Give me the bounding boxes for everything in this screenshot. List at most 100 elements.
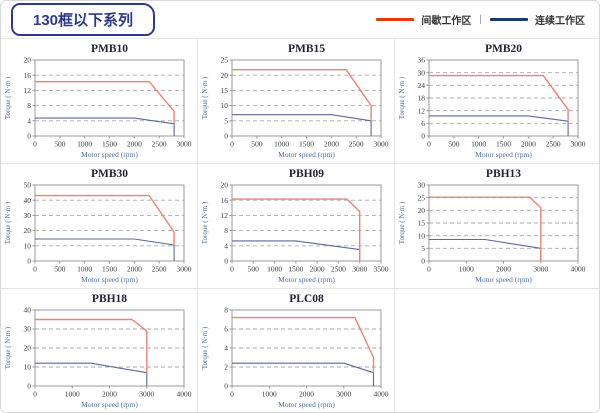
x-tick-label: 2500 [331,265,346,274]
plot-border [34,184,185,262]
x-tick-label: 0 [230,390,234,399]
y-tick-label: 30 [418,68,426,77]
y-tick-label: 30 [24,211,32,220]
y-tick-label: 16 [24,71,32,80]
x-tick-label: 4000 [571,265,586,274]
x-tick-label: 2500 [152,140,167,149]
legend-separator: | [479,14,482,25]
continuous-line-swatch [490,18,528,21]
x-tick-label: 2500 [546,140,561,149]
x-tick-label: 1500 [496,140,511,149]
x-tick-label: 1000 [77,140,92,149]
x-tick-label: 3000 [571,140,586,149]
x-axis-label: Motor speed (rpm) [81,150,138,159]
empty-cell [395,289,599,412]
chart-title: PBH13 [486,168,521,180]
continuous-work-zone-line [232,114,372,136]
y-tick-label: 10 [24,363,32,372]
y-tick-label: 20 [24,226,32,235]
y-tick-label: 2 [224,363,228,372]
intermittent-work-zone-line [35,318,148,373]
chart-pmb15: PMB15 0 5 10 15 20 25 0 500 1000 1500 2000 2500 3000 M… [201,43,389,159]
x-tick-label: 3000 [177,140,192,149]
x-tick-label: 3000 [533,265,548,274]
x-tick-label: 0 [427,265,431,274]
chart-title: PMB15 [288,43,325,55]
x-axis-label: Motor speed (rpm) [278,275,335,284]
x-tick-label: 0 [427,140,431,149]
x-tick-label: 2000 [102,390,117,399]
x-axis-label: Motor speed (rpm) [81,400,138,409]
plot-border [231,184,382,262]
intermittent-work-zone-line [35,81,175,124]
y-tick-label: 0 [27,257,31,266]
legend: 间歇工作区 | 连续工作区 [376,12,589,27]
x-tick-label: 1000 [77,265,92,274]
continuous-work-zone-line [232,240,361,261]
y-tick-label: 16 [221,196,229,205]
y-tick-label: 0 [224,382,228,391]
chart-cell-pmb10: PMB10 0 4 8 12 16 20 0 500 1000 1500 2000 2500 3000 Mo… [1,39,198,164]
y-tick-label: 5 [421,244,425,253]
x-tick-label: 3500 [374,265,389,274]
x-tick-label: 3000 [374,140,389,149]
x-tick-label: 0 [230,140,234,149]
y-tick-label: 18 [418,94,426,103]
page-title: 130框以下系列 [11,3,156,36]
x-axis-label: Motor speed (rpm) [278,400,335,409]
y-tick-label: 20 [221,181,229,190]
y-axis-label: Torque ( N·m ) [4,201,12,244]
y-tick-label: 25 [221,56,229,65]
y-tick-label: 0 [27,382,31,391]
chart-pbh18: PBH18 0 10 20 30 40 0 1000 2000 3000 4000 Motor spe… [4,293,192,409]
intermittent-work-zone-line [232,69,372,121]
continuous-work-zone-line [35,238,175,261]
x-tick-label: 4000 [177,390,192,399]
chart-title: PBH18 [92,293,127,305]
x-tick-label: 1000 [262,390,277,399]
y-tick-label: 20 [418,206,426,215]
chart-title: PLC08 [289,293,324,305]
x-tick-label: 1000 [471,140,486,149]
y-axis-label: Torque ( N·m ) [201,76,209,119]
chart-cell-pbh18: PBH18 0 10 20 30 40 0 1000 2000 3000 4000 Motor spe… [1,289,198,412]
y-tick-label: 12 [221,211,229,220]
continuous-work-zone-line [35,362,148,386]
y-axis-label: Torque ( N·m ) [201,201,209,244]
y-tick-label: 15 [221,86,229,95]
y-tick-label: 20 [221,71,229,80]
continuous-label: 连续工作区 [535,16,585,27]
x-tick-label: 0 [230,265,234,274]
x-tick-label: 500 [448,140,460,149]
chart-pbh13: PBH13 0 5 10 15 20 25 30 0 1000 2000 3000 4000 Motor … [398,168,586,284]
y-tick-label: 20 [24,344,32,353]
x-tick-label: 500 [54,265,66,274]
x-axis-label: Motor speed (rpm) [475,150,532,159]
x-tick-label: 1000 [65,390,80,399]
y-tick-label: 10 [221,101,229,110]
x-tick-label: 1500 [102,265,117,274]
x-axis-label: Motor speed (rpm) [278,150,335,159]
x-tick-label: 1500 [288,265,303,274]
y-axis-label: Torque ( N·m ) [4,76,12,119]
x-tick-label: 500 [251,140,263,149]
y-tick-label: 15 [418,219,426,228]
x-tick-label: 0 [33,140,37,149]
y-tick-label: 12 [418,106,426,115]
x-tick-label: 2000 [496,265,511,274]
chart-cell-pmb15: PMB15 0 5 10 15 20 25 0 500 1000 1500 2000 2500 3000 M… [198,39,395,164]
y-tick-label: 5 [224,116,228,125]
header: 130框以下系列 间歇工作区 | 连续工作区 [1,1,599,39]
y-tick-label: 30 [418,181,426,190]
chart-pmb20: PMB20 0 6 12 18 24 30 36 0 500 1000 1500 2000 2500 300… [398,43,586,159]
x-axis-label: Motor speed (rpm) [475,275,532,284]
intermittent-work-zone-line [35,194,175,245]
y-tick-label: 0 [224,257,228,266]
chart-cell-pmb20: PMB20 0 6 12 18 24 30 36 0 500 1000 1500 2000 2500 300… [395,39,599,164]
y-tick-label: 40 [24,196,32,205]
chart-title: PMB30 [91,168,128,180]
y-tick-label: 8 [224,226,228,235]
y-tick-label: 6 [421,119,425,128]
